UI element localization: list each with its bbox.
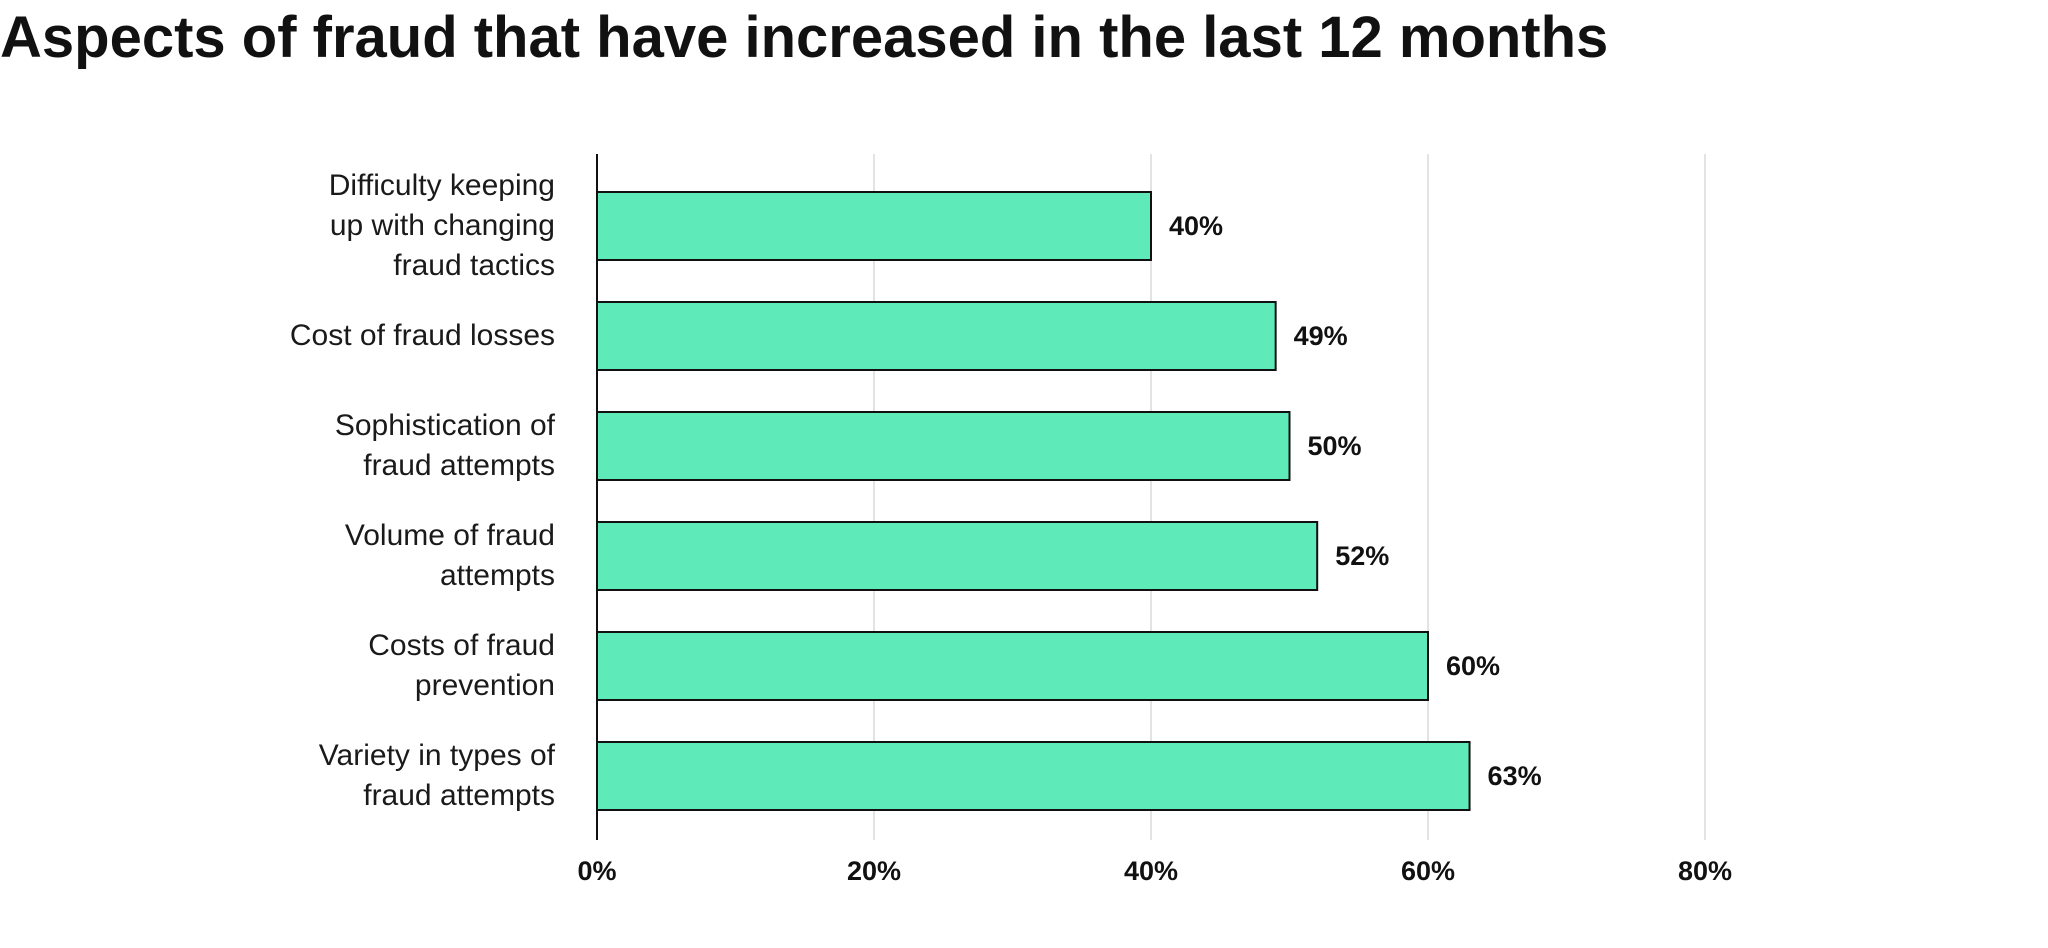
x-tick-label: 20% xyxy=(847,856,901,886)
x-tick-label: 0% xyxy=(577,856,616,886)
value-label: 52% xyxy=(1335,541,1389,571)
y-tick-label: Costs of fraud prevention xyxy=(368,629,555,702)
value-label: 60% xyxy=(1446,651,1500,681)
y-tick-label: Difficulty keeping up with changing frau… xyxy=(328,169,555,282)
y-tick-label: Cost of fraud losses xyxy=(289,319,555,352)
value-label: 50% xyxy=(1308,431,1362,461)
bar xyxy=(596,741,1471,811)
bar xyxy=(596,631,1429,701)
bar xyxy=(596,411,1291,481)
bar xyxy=(596,301,1277,371)
x-tick-label: 40% xyxy=(1124,856,1178,886)
bar xyxy=(596,191,1152,261)
bar xyxy=(596,521,1319,591)
value-label: 49% xyxy=(1294,321,1348,351)
value-label: 40% xyxy=(1169,211,1223,241)
value-label: 63% xyxy=(1488,761,1542,791)
x-tick-label: 60% xyxy=(1401,856,1455,886)
y-tick-label: Volume of fraud attempts xyxy=(344,519,555,592)
y-tick-label: Sophistication of fraud attempts xyxy=(334,409,555,482)
x-tick-label: 80% xyxy=(1678,856,1732,886)
chart-title: Aspects of fraud that have increased in … xyxy=(0,5,1609,70)
y-tick-label: Variety in types of fraud attempts xyxy=(318,739,555,812)
